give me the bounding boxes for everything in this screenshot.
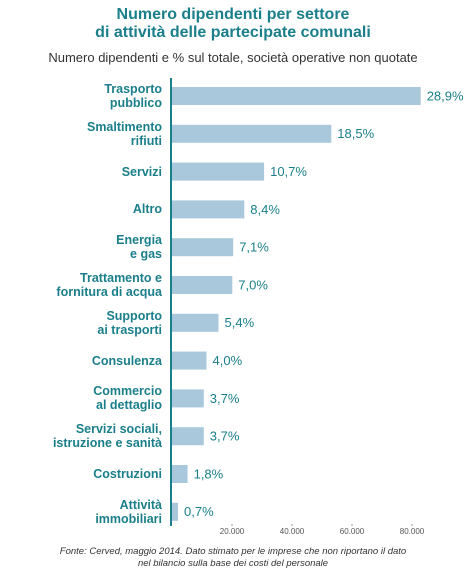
x-tick-label: 60.000 bbox=[340, 527, 365, 536]
chart-title: Numero dipendenti per settore di attivit… bbox=[95, 6, 371, 41]
bar bbox=[172, 351, 207, 370]
bar bbox=[172, 313, 219, 332]
category-label: Servizi bbox=[121, 164, 162, 179]
category-label: Altro bbox=[132, 202, 162, 217]
x-tick-label: 40.000 bbox=[280, 527, 305, 536]
value-label: 7,1% bbox=[239, 240, 269, 255]
value-label: 1,8% bbox=[194, 466, 224, 481]
category-label: Supporto ai trasporti bbox=[97, 308, 162, 337]
bar bbox=[172, 238, 234, 257]
value-label: 0,7% bbox=[184, 504, 214, 519]
value-label: 4,0% bbox=[213, 353, 243, 368]
x-tick-label: 80.000 bbox=[400, 527, 425, 536]
category-label: Energia e gas bbox=[116, 233, 162, 262]
category-label: Trasporto pubblico bbox=[104, 82, 162, 110]
bar bbox=[172, 87, 421, 105]
value-label: 8,4% bbox=[250, 202, 280, 217]
value-label: 5,4% bbox=[225, 315, 255, 330]
chart-subtitle: Numero dipendenti e % sul totale, societ… bbox=[48, 50, 418, 65]
bar bbox=[172, 162, 265, 181]
bar bbox=[172, 389, 204, 408]
value-label: 10,7% bbox=[270, 164, 307, 179]
category-label: Costruzioni bbox=[93, 467, 162, 481]
category-label: Trattamento e fornitura di acqua bbox=[56, 271, 162, 299]
value-label: 7,0% bbox=[238, 277, 268, 292]
x-tick-label: 20.000 bbox=[220, 527, 245, 536]
value-label: 28,9% bbox=[427, 88, 464, 103]
value-label: 3,7% bbox=[210, 391, 240, 406]
footnote: Fonte: Cerved, maggio 2014. Dato stimato… bbox=[59, 546, 407, 569]
value-label: 18,5% bbox=[337, 126, 374, 141]
category-label: Consulenza bbox=[91, 353, 162, 368]
bar bbox=[172, 276, 233, 294]
category-label: Smaltimento rifiuti bbox=[86, 119, 162, 148]
bar bbox=[172, 502, 178, 521]
category-label: Commercio al dettaglio bbox=[93, 384, 162, 413]
bar bbox=[172, 427, 204, 446]
value-label: 3,7% bbox=[210, 429, 240, 444]
bar bbox=[172, 124, 332, 143]
category-label: Servizi sociali, istruzione e sanità bbox=[52, 422, 162, 451]
bar bbox=[172, 465, 188, 483]
bar bbox=[172, 200, 245, 219]
category-label: Attività immobiliari bbox=[95, 497, 162, 526]
